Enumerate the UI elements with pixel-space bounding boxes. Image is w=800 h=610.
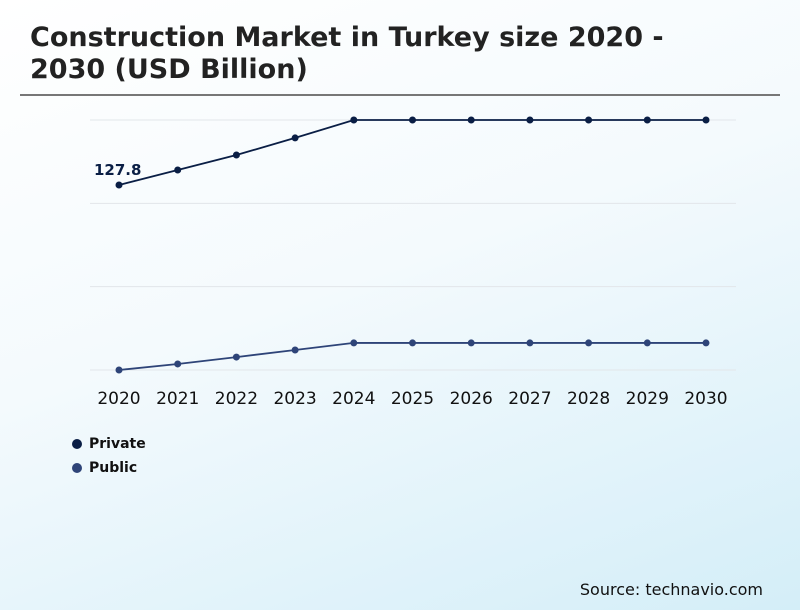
x-tick-label: 2021 <box>156 389 199 409</box>
data-point-public <box>115 366 123 374</box>
x-tick-label: 2025 <box>391 389 434 409</box>
data-point-public <box>702 339 710 347</box>
x-tick-label: 2026 <box>450 389 493 409</box>
x-tick-label: 2030 <box>684 389 727 409</box>
data-point-public <box>643 339 651 347</box>
legend-item-public: Public <box>72 460 137 476</box>
data-point-public <box>291 346 299 354</box>
legend-label-private: Private <box>89 436 146 452</box>
data-point-private <box>526 116 534 124</box>
legend-marker-private <box>72 439 82 449</box>
x-tick-label: 2020 <box>97 389 140 409</box>
legend-label-public: Public <box>89 460 138 476</box>
legend-marker-public <box>72 463 82 473</box>
data-point-private <box>291 134 299 142</box>
data-point-public <box>350 339 358 347</box>
data-point-private <box>643 116 651 124</box>
data-point-private <box>174 166 182 174</box>
line-chart: 2020 2021 2022 2023 2024 2025 2026 2027 2028 2029… <box>90 116 736 409</box>
title-divider <box>20 94 780 96</box>
x-tick-label: 2024 <box>332 389 375 409</box>
data-point-public <box>585 339 593 347</box>
data-point-private <box>467 116 475 124</box>
legend-item-private: Private <box>72 436 146 452</box>
data-point-public <box>174 360 182 368</box>
series-line-private <box>118 119 706 186</box>
data-point-private <box>115 181 123 189</box>
x-tick-label: 2029 <box>626 389 669 409</box>
data-point-public <box>467 339 475 347</box>
data-point-private <box>585 116 593 124</box>
x-tick-label: 2022 <box>215 389 258 409</box>
chart-title: Construction Market in Turkey size 2020 … <box>30 22 664 85</box>
data-point-public <box>526 339 534 347</box>
series-line-public <box>118 342 706 371</box>
data-point-private <box>702 116 710 124</box>
x-tick-label: 2028 <box>567 389 610 409</box>
data-point-public <box>232 353 240 361</box>
source-note: Source: technavio.com <box>579 580 763 599</box>
data-label: 127.8 <box>94 161 141 179</box>
data-point-private <box>409 116 416 124</box>
data-point-private <box>350 116 358 124</box>
data-point-private <box>232 151 240 159</box>
data-point-public <box>409 339 416 347</box>
x-tick-label: 2027 <box>508 389 551 409</box>
x-tick-label: 2023 <box>273 389 316 409</box>
